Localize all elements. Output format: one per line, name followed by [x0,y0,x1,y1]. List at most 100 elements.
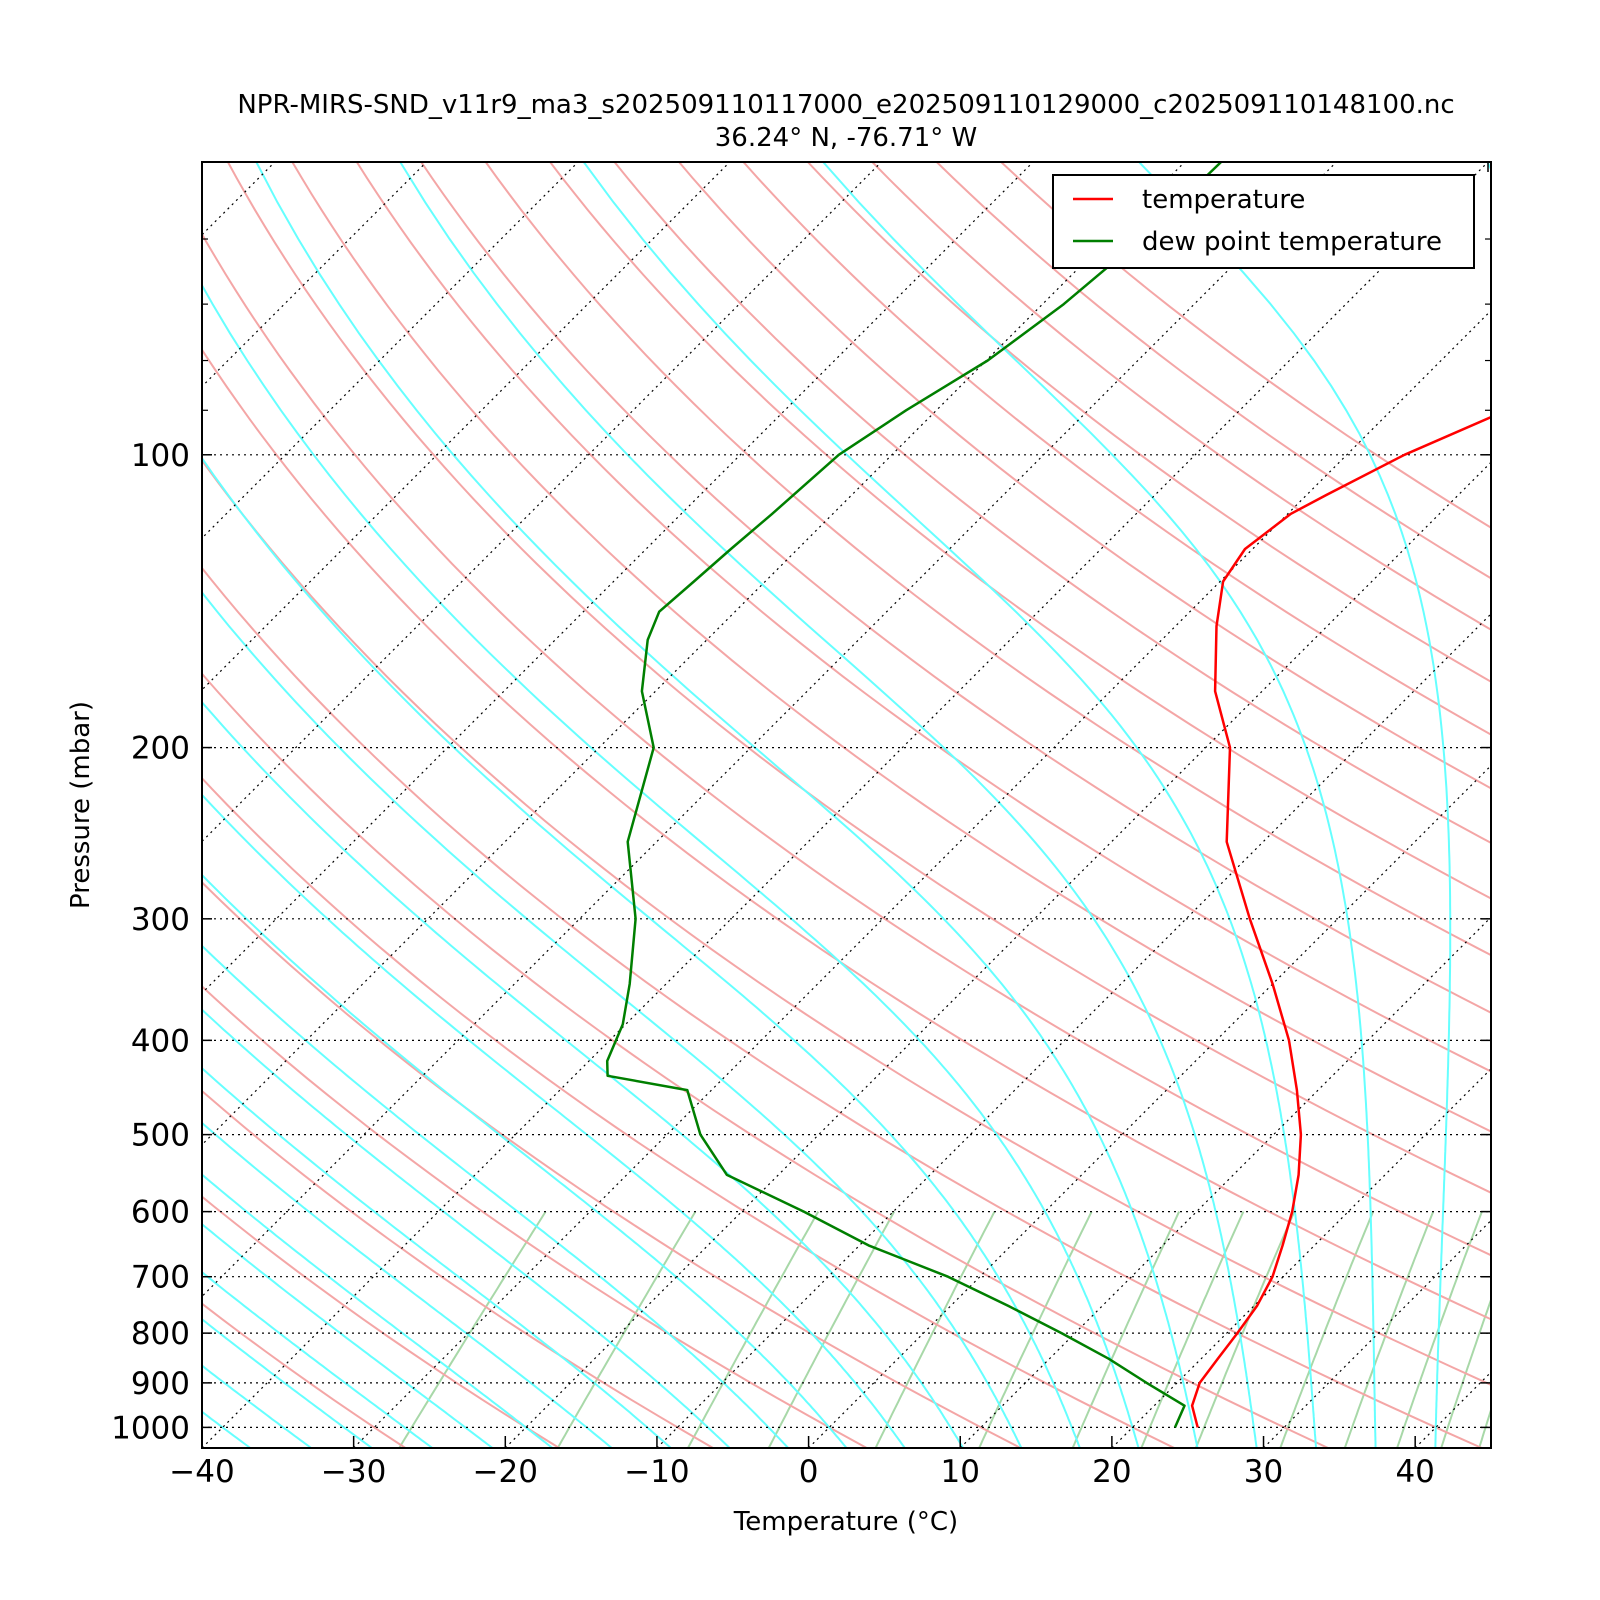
dry-adiabat-line [202,672,1329,1448]
x-tick-label: 30 [1244,1454,1283,1490]
y-tick-label: 100 [131,438,190,474]
mixing-ratio-line [687,1211,820,1448]
moist-adiabat-line [202,1222,494,1448]
mixing-ratio-line [1440,1296,1491,1448]
mixing-ratio-line [767,1211,895,1448]
dry-adiabat-line [227,162,1491,1194]
isotherm-line [353,309,1491,1448]
legend-label-dewpoint: dew point temperature [1142,227,1442,257]
dry-adiabat-line [484,162,1491,957]
chart-title: NPR-MIRS-SND_v11r9_ma3_s202509110117000_… [237,90,1454,120]
dry-adiabat-line [202,880,1021,1448]
x-tick-label: −20 [473,1454,538,1490]
y-tick-label: 600 [131,1195,190,1231]
moist-adiabat-line [255,162,1199,1448]
dewpoint-line [605,162,1222,1428]
isotherm-line [202,162,1489,1448]
mixing-ratio-line [1194,1211,1296,1448]
dry-adiabat-line [742,162,1491,736]
isotherm-line [808,764,1491,1448]
legend-label-temperature: temperature [1142,185,1305,215]
mixing-ratio-line [1343,1211,1435,1448]
x-axis-label: Temperature (°C) [733,1507,958,1537]
x-tick-label: 20 [1092,1454,1131,1490]
moist-adiabat-line [202,1066,672,1448]
moist-adiabat-line [202,1271,433,1448]
x-axis-ticks: −40 −30 −20 −10 0 10 20 30 40 [169,162,1489,1490]
isotherm-line [1263,1219,1491,1448]
legend: temperature dew point temperature [1052,174,1475,269]
dry-adiabat-line [202,776,1175,1448]
moist-adiabat-line [202,793,906,1448]
dry-adiabat-line [871,162,1491,631]
dry-adiabat-line [202,566,1483,1448]
y-tick-label: 800 [131,1316,190,1352]
dry-adiabat-line [355,162,1491,1073]
profile-series [605,162,1491,1428]
y-tick-label: 300 [131,902,190,938]
dry-adiabat-line [202,1089,714,1448]
temperature-line [1190,415,1491,1428]
dry-adiabat-line [549,162,1491,900]
dry-adiabat-line [202,1195,560,1448]
mixing-ratio-line [398,1211,547,1448]
mixing-ratio-line [1478,1406,1491,1448]
y-tick-label: 900 [131,1366,190,1402]
isotherm-line [202,162,1186,1146]
x-tick-label: 10 [941,1454,980,1490]
dry-adiabat-line [202,458,1491,1386]
y-tick-label: 500 [131,1118,190,1154]
dry-adiabat-line [678,162,1491,790]
moist-adiabat-line [202,1121,613,1448]
isotherm-line [1414,1371,1491,1448]
x-tick-label: 40 [1395,1454,1434,1490]
dry-adiabat-line [202,232,1491,1257]
dry-adiabat-line [1000,162,1491,529]
moist-adiabat-line [1138,162,1452,1448]
moist-adiabat-line [202,1318,373,1448]
mixing-ratio-line [1071,1211,1181,1448]
mixing-ratio-line [556,1211,697,1448]
y-axis-label: Pressure (mbar) [66,701,96,909]
y-tick-label: 700 [131,1260,190,1296]
dry-adiabat-line [420,162,1491,1014]
chart-subtitle: 36.24° N, -76.71° W [715,123,977,153]
moist-adiabat-line [202,700,964,1448]
moist-adiabat-line [202,1364,312,1448]
moist-adiabat-line [399,162,1258,1448]
moist-adiabat-line [202,944,789,1448]
moist-adiabat-line [582,162,1317,1448]
x-tick-label: −10 [624,1454,689,1490]
legend-box [1052,174,1475,269]
y-tick-label: 1000 [111,1410,190,1446]
dry-adiabat-line [936,162,1491,580]
x-tick-label: −30 [321,1454,386,1490]
plot-frame [201,161,1492,1449]
dry-adiabat-line [202,347,1491,1321]
x-tick-label: −40 [169,1454,234,1490]
dry-adiabats [202,162,1491,1448]
isotherm-line [1567,162,1600,1448]
moist-adiabat-line [202,873,848,1448]
isotherm-line [202,162,882,843]
moist-adiabat-line [202,590,1023,1448]
mixing-ratio-line [1279,1211,1375,1448]
moist-adiabat-line [202,1008,731,1448]
mixing-ratio-line [978,1211,1093,1448]
x-tick-label: 0 [799,1454,819,1490]
y-axis-ticks: 100 200 300 400 500 600 700 800 900 1000 [111,238,1491,1446]
moist-adiabats [202,162,1491,1448]
y-tick-label: 200 [131,731,190,767]
moist-adiabat-line [1486,162,1491,172]
moist-adiabat-line [822,162,1377,1448]
mixing-ratio-lines [398,1211,1491,1448]
dry-adiabat-line [613,162,1491,845]
moist-adiabat-line [202,283,1140,1448]
dry-adiabat-line [202,985,868,1448]
mixing-ratio-line [1140,1211,1245,1448]
moist-adiabat-line [202,456,1081,1448]
plot-area [202,162,1600,1448]
isotherm-line [656,613,1491,1448]
mixing-ratio-line [1396,1211,1483,1448]
